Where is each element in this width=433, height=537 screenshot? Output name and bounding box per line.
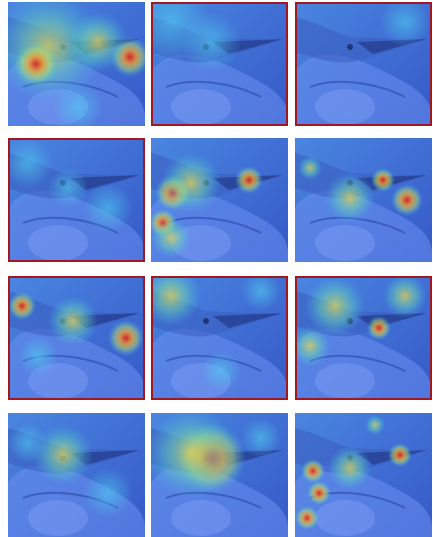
heat-blob (305, 276, 365, 336)
bird-head (295, 17, 425, 63)
heatmap-panel (295, 413, 432, 537)
heat-blob (14, 42, 58, 86)
heatmap-panel (8, 138, 145, 262)
heat-blob (201, 351, 241, 391)
finger (315, 363, 375, 399)
heat-blob (391, 184, 423, 216)
heat-blob (388, 443, 412, 467)
highlight-border (151, 276, 288, 400)
heat-blob (383, 276, 427, 318)
panel-content (8, 2, 145, 126)
heatmap-panel (151, 413, 288, 537)
panel-content (8, 138, 145, 262)
heat-blob (53, 82, 103, 126)
heatmap-panel (151, 2, 288, 126)
heat-blob (301, 459, 325, 483)
panel-content (295, 413, 432, 537)
finger (171, 500, 231, 536)
heat-blob (367, 316, 391, 340)
finger (315, 500, 375, 536)
finger (315, 89, 375, 125)
panel-content (151, 413, 288, 537)
heat-blob (371, 168, 395, 192)
heatmap-panel (295, 2, 432, 126)
finger-line (165, 491, 262, 509)
heat-blob (328, 446, 372, 490)
heatmap-panel (295, 138, 432, 262)
highlight-border (295, 276, 432, 400)
heat-blob (365, 415, 385, 435)
heat-blob (18, 336, 58, 376)
heat-blob (48, 168, 88, 208)
heat-blob (161, 153, 221, 213)
panel-content (295, 2, 432, 126)
heat-blob (8, 423, 48, 463)
panel-content (151, 138, 288, 262)
highlight-border (295, 2, 432, 126)
heat-blob (295, 326, 330, 366)
heat-blob (8, 292, 36, 320)
heat-blob (151, 413, 236, 498)
heat-blob (235, 166, 263, 194)
heat-blob (83, 183, 133, 233)
heat-blob (151, 218, 191, 258)
panel-content (151, 276, 288, 400)
beak (213, 313, 283, 328)
heat-blob (241, 276, 281, 311)
heat-blob (298, 156, 322, 180)
heat-blob (83, 468, 133, 518)
heatmap-panel (8, 276, 145, 400)
finger (315, 225, 375, 261)
finger (28, 225, 88, 261)
heat-blob (325, 173, 375, 223)
heat-blob (108, 320, 144, 356)
eye (347, 44, 353, 50)
panel-content (295, 276, 432, 400)
heatmap-panel (8, 413, 145, 537)
heatmap-panel (151, 276, 288, 400)
highlight-border (8, 276, 145, 400)
panel-content (8, 413, 145, 537)
heat-blob (48, 296, 98, 346)
heat-blob (380, 2, 430, 47)
panel-content (8, 276, 145, 400)
finger (171, 89, 231, 125)
heat-blob (295, 506, 319, 530)
heatmap-panel (8, 2, 145, 126)
heat-blob (241, 418, 281, 458)
heatmap-panel (295, 276, 432, 400)
panel-content (295, 138, 432, 262)
highlight-border (8, 138, 145, 262)
highlight-border (151, 2, 288, 126)
finger-line (309, 80, 406, 98)
heat-blob (68, 12, 128, 72)
heat-blob (181, 12, 241, 72)
heatmap-panel (151, 138, 288, 262)
finger (28, 500, 88, 536)
eye (203, 318, 209, 324)
heat-blob (151, 276, 201, 326)
finger-line (165, 80, 262, 98)
heat-blob (8, 138, 53, 188)
heat-blob (307, 481, 331, 505)
heat-blob (33, 425, 93, 485)
panel-content (151, 2, 288, 126)
